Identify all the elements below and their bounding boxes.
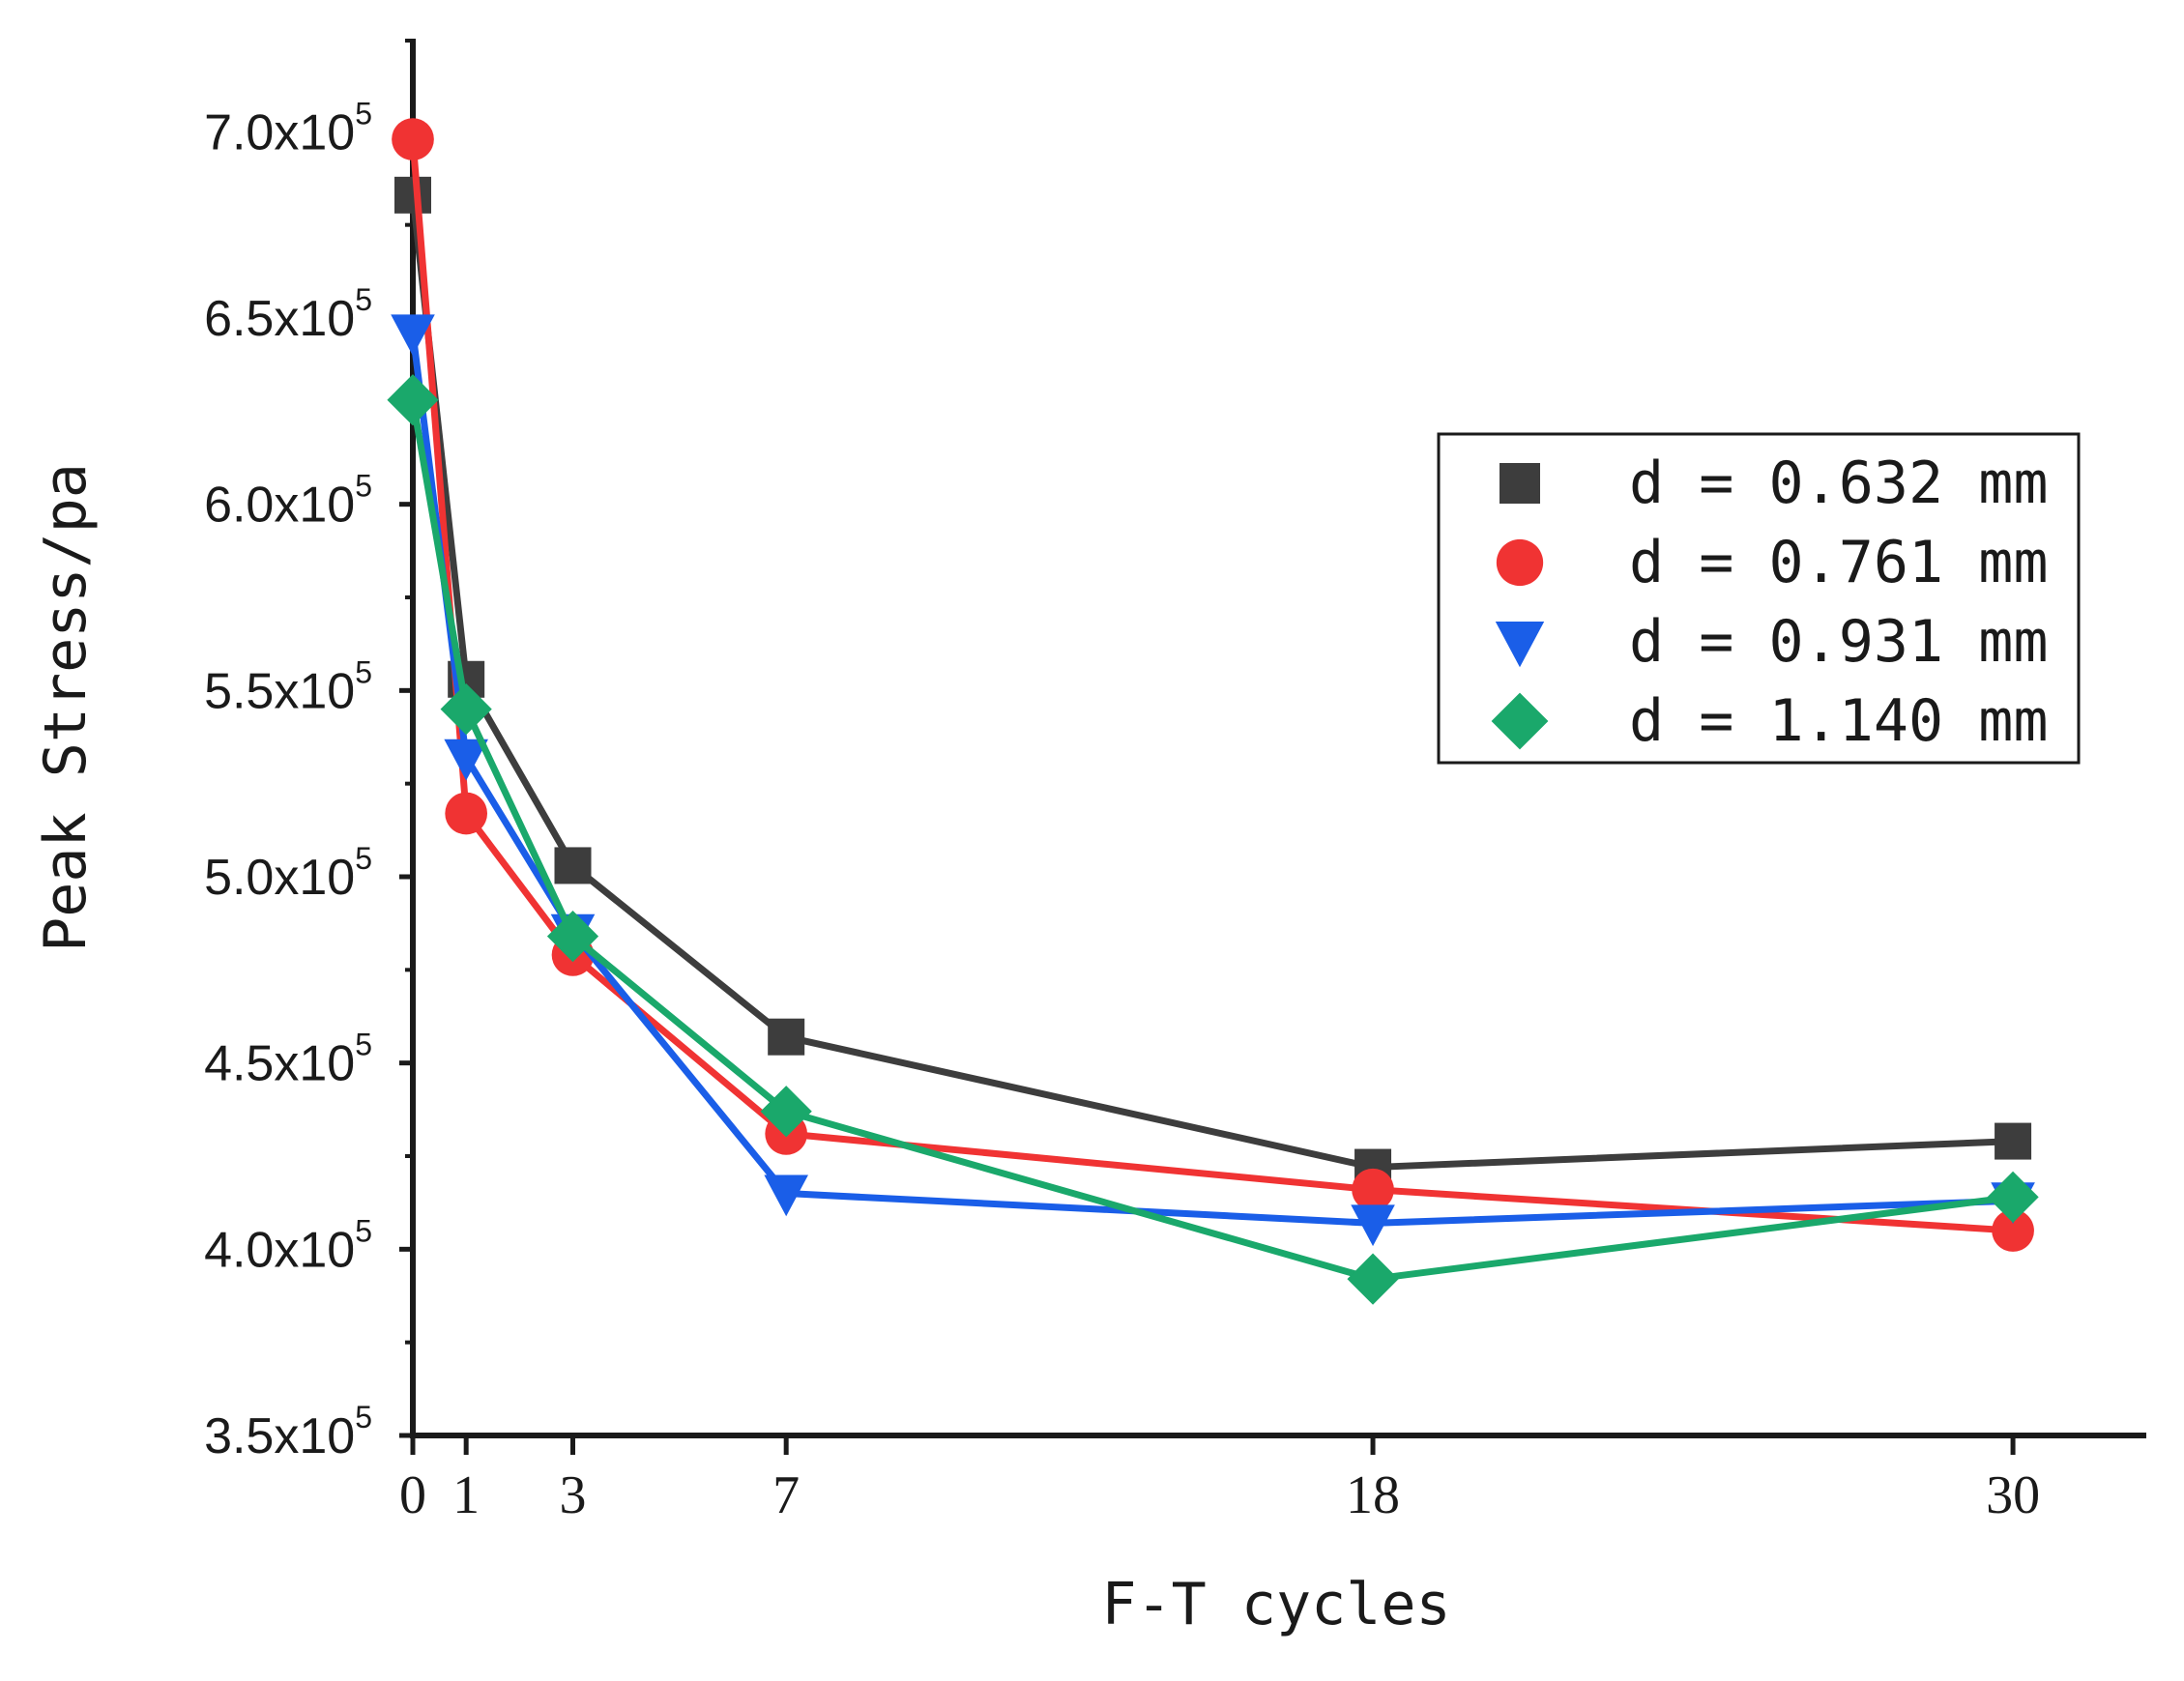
data-point bbox=[1992, 1209, 2034, 1252]
data-point bbox=[445, 792, 488, 835]
data-point bbox=[546, 911, 599, 963]
legend: d = 0.632 mm d = 0.761 mm d = 0.931 mm d = … bbox=[1437, 432, 2081, 765]
series-line bbox=[409, 399, 2014, 1283]
y-tick-label: 4.5x105 bbox=[204, 1028, 372, 1092]
x-tick-label: 3 bbox=[560, 1465, 587, 1525]
y-tick-label: 7.0x105 bbox=[204, 96, 372, 160]
y-tick-mantissa: 5.5x10 bbox=[204, 663, 355, 719]
data-point bbox=[1352, 1168, 1394, 1211]
legend-item: d = 1.140 mm bbox=[1491, 687, 2048, 755]
data-point bbox=[768, 1018, 805, 1056]
data-point bbox=[760, 1086, 812, 1138]
legend-marker bbox=[1500, 463, 1540, 504]
y-tick-mantissa: 6.0x10 bbox=[204, 478, 355, 534]
data-point bbox=[394, 176, 431, 214]
y-tick-mantissa: 7.0x10 bbox=[204, 104, 355, 160]
y-tick-exponent: 5 bbox=[355, 654, 372, 689]
data-point bbox=[1347, 1253, 1399, 1305]
y-tick-label: 6.0x105 bbox=[204, 469, 372, 534]
series-line bbox=[409, 194, 2014, 1172]
data-point bbox=[554, 847, 592, 884]
series-line bbox=[409, 332, 2014, 1227]
y-tick-exponent: 5 bbox=[355, 841, 372, 876]
data-point bbox=[392, 118, 434, 160]
y-tick-label: 4.0x105 bbox=[204, 1213, 372, 1278]
legend-item: d = 0.632 mm bbox=[1500, 449, 2048, 517]
data-point bbox=[444, 739, 488, 781]
data-point bbox=[391, 314, 435, 357]
legend-label: d = 0.931 mm bbox=[1629, 608, 2048, 676]
legend-label: d = 0.632 mm bbox=[1629, 449, 2048, 517]
y-tick-label: 5.5x105 bbox=[204, 654, 372, 719]
data-point bbox=[1987, 1171, 2039, 1223]
x-tick-label: 0 bbox=[399, 1465, 426, 1525]
data-point bbox=[1995, 1122, 2032, 1160]
data-point bbox=[440, 683, 492, 736]
y-tick-exponent: 5 bbox=[355, 1213, 372, 1248]
y-tick-mantissa: 4.5x10 bbox=[204, 1036, 355, 1092]
legend-box bbox=[1437, 432, 2081, 765]
data-point bbox=[764, 1174, 808, 1217]
y-tick-exponent: 5 bbox=[355, 1400, 372, 1435]
x-tick-label: 1 bbox=[452, 1465, 480, 1525]
y-tick-exponent: 5 bbox=[355, 282, 372, 317]
y-tick-mantissa: 6.5x10 bbox=[204, 291, 355, 347]
legend-label: d = 1.140 mm bbox=[1629, 687, 2048, 755]
y-tick-label: 6.5x105 bbox=[204, 282, 372, 347]
y-tick-exponent: 5 bbox=[355, 1028, 372, 1062]
legend-item: d = 0.761 mm bbox=[1496, 529, 2048, 596]
x-tick-label: 7 bbox=[772, 1465, 800, 1525]
x-tick-label: 30 bbox=[1986, 1465, 2040, 1525]
y-tick-label: 3.5x105 bbox=[204, 1400, 372, 1464]
legend-marker bbox=[1491, 692, 1549, 750]
legend-label: d = 0.761 mm bbox=[1629, 529, 2048, 596]
y-axis-title: Peak Stress/pa bbox=[32, 463, 100, 952]
data-point bbox=[1351, 1204, 1395, 1247]
y-tick-exponent: 5 bbox=[355, 96, 372, 130]
x-tick-label: 18 bbox=[1346, 1465, 1400, 1525]
series-4 bbox=[387, 374, 2039, 1305]
data-point bbox=[387, 374, 439, 426]
x-axis-title: F-T cycles bbox=[1101, 1571, 1450, 1638]
y-tick-label: 5.0x105 bbox=[204, 841, 372, 906]
y-tick-mantissa: 5.0x10 bbox=[204, 850, 355, 906]
y-tick-exponent: 5 bbox=[355, 469, 372, 504]
y-tick-mantissa: 3.5x10 bbox=[204, 1408, 355, 1464]
legend-marker bbox=[1496, 538, 1544, 587]
legend-marker bbox=[1495, 622, 1545, 668]
y-tick-mantissa: 4.0x10 bbox=[204, 1222, 355, 1278]
legend-item: d = 0.931 mm bbox=[1495, 608, 2048, 676]
